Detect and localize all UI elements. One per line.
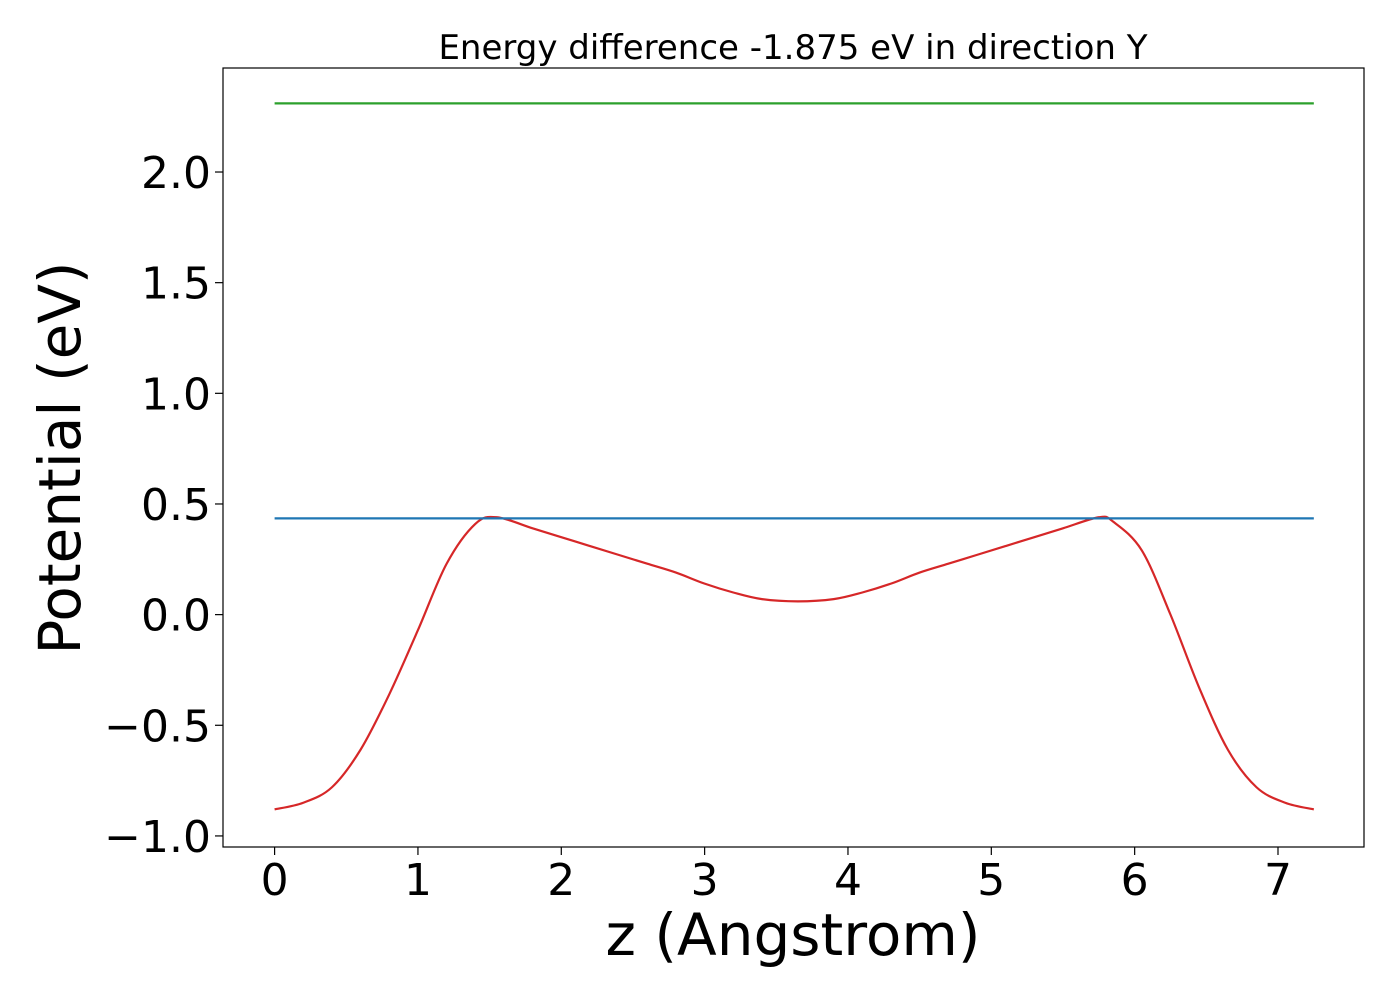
y-axis: −1.0 −0.5 0.0 0.5 1.0 1.5 2.0 xyxy=(104,148,223,863)
y-axis-label: Potential (eV) xyxy=(26,261,94,654)
x-tick-label: 3 xyxy=(691,855,719,906)
y-tick-label: 0.0 xyxy=(141,591,211,642)
series-layer xyxy=(274,102,1315,811)
x-tick-label: 6 xyxy=(1121,855,1149,906)
y-tick-label: 0.5 xyxy=(141,480,211,531)
x-axis: 0 1 2 3 4 5 6 7 xyxy=(261,847,1292,906)
x-axis-label: z (Angstrom) xyxy=(606,901,981,969)
y-tick-label: −0.5 xyxy=(104,701,211,752)
y-tick-label: 1.5 xyxy=(141,259,211,310)
y-tick-label: 1.0 xyxy=(141,369,211,420)
x-tick-label: 1 xyxy=(404,855,432,906)
plot-frame xyxy=(222,67,1365,848)
y-tick-label: −1.0 xyxy=(104,812,211,863)
x-tick-label: 4 xyxy=(834,855,862,906)
x-tick-label: 7 xyxy=(1264,855,1292,906)
x-tick-label: 5 xyxy=(977,855,1005,906)
y-tick-label: 2.0 xyxy=(141,148,211,199)
chart-title: Energy difference -1.875 eV in direction… xyxy=(438,28,1147,68)
x-tick-label: 2 xyxy=(547,855,575,906)
x-tick-label: 0 xyxy=(261,855,289,906)
series-line-0 xyxy=(274,515,1315,811)
